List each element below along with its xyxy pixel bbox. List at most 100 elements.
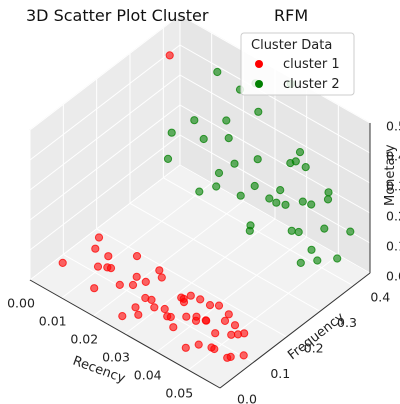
data-point-cluster-1 [211, 329, 220, 338]
data-point-cluster-2 [313, 256, 322, 265]
grid-line-z [179, 134, 371, 244]
data-point-cluster-2 [265, 194, 274, 203]
data-point-cluster-2 [307, 200, 316, 209]
data-point-cluster-2 [214, 168, 224, 178]
legend-label-cluster-1: cluster 1 [283, 57, 340, 72]
grid-line-z [29, 14, 181, 131]
data-point-cluster-1 [224, 310, 233, 319]
y-tick-label: 0.1 [270, 366, 290, 381]
grid-line-z [179, 74, 371, 184]
data-point-cluster-1 [160, 304, 169, 314]
grid-line-x [156, 236, 307, 353]
data-point-cluster-2 [195, 187, 204, 196]
legend-title: Cluster Data [251, 38, 332, 53]
data-point-cluster-1 [155, 266, 164, 275]
data-point-cluster-1 [169, 323, 178, 332]
data-point-cluster-1 [104, 252, 113, 261]
data-point-cluster-2 [213, 67, 222, 77]
chart-title: 3D Scatter Plot Cluster [26, 6, 209, 25]
grid-line-y [96, 228, 287, 338]
data-point-cluster-2 [287, 226, 296, 235]
data-point-cluster-2 [291, 157, 300, 166]
grid-line-z [29, 74, 181, 191]
x-tick-label: 0.01 [39, 314, 67, 329]
z-tick-label: 0.3 [386, 179, 400, 194]
data-point-cluster-1 [106, 264, 116, 273]
data-point-cluster-2 [246, 221, 255, 230]
data-point-cluster-1 [128, 280, 138, 290]
y-tick-label: 0.3 [337, 315, 357, 330]
data-point-cluster-1 [230, 321, 240, 330]
legend-box [240, 32, 355, 96]
data-point-cluster-2 [230, 159, 239, 168]
data-point-cluster-2 [301, 163, 310, 172]
legend: Cluster Data cluster 1 cluster 2 [240, 32, 355, 96]
data-point-cluster-2 [320, 224, 329, 233]
data-point-cluster-1 [118, 312, 127, 321]
data-point-cluster-1 [132, 272, 141, 281]
data-point-cluster-1 [90, 284, 99, 293]
data-point-cluster-2 [272, 198, 281, 207]
data-point-cluster-1 [179, 294, 188, 303]
data-point-cluster-2 [294, 227, 303, 237]
z-tick-label: 0.0 [386, 269, 400, 284]
legend-marker-cluster-2 [255, 80, 263, 88]
data-point-cluster-2 [224, 134, 233, 143]
data-point-cluster-1 [166, 312, 175, 322]
data-point-cluster-1 [223, 353, 232, 362]
x-tick-label: 0.03 [102, 350, 130, 365]
grid-line-z [29, 164, 181, 281]
data-point-cluster-2 [298, 197, 307, 206]
data-point-cluster-1 [191, 316, 201, 325]
data-point-cluster-2 [212, 182, 221, 191]
data-point-cluster-2 [276, 186, 285, 195]
data-point-cluster-2 [281, 200, 290, 209]
data-point-cluster-1 [227, 330, 236, 339]
legend-marker-cluster-1 [255, 60, 263, 68]
scatter-points [58, 51, 355, 362]
legend-label-cluster-2: cluster 2 [283, 77, 340, 92]
data-point-cluster-1 [131, 303, 140, 312]
data-point-cluster-2 [236, 191, 245, 200]
tick-labels: 0.000.010.020.030.040.050.060.00.10.20.3… [7, 119, 400, 404]
data-point-cluster-1 [196, 295, 205, 304]
data-point-cluster-1 [201, 316, 210, 325]
data-point-cluster-2 [307, 245, 316, 254]
y-tick-label: 0.4 [370, 289, 390, 304]
data-point-cluster-1 [115, 280, 124, 289]
data-point-cluster-2 [253, 155, 262, 164]
grid-line-y [129, 202, 321, 312]
data-point-cluster-2 [254, 107, 263, 116]
data-point-cluster-2 [333, 254, 342, 263]
data-point-cluster-1 [239, 351, 248, 360]
y-tick-label: 0.2 [304, 340, 324, 355]
z-tick-label: 0.5 [386, 119, 400, 134]
data-point-cluster-2 [190, 116, 199, 125]
grid-line-z [29, 44, 181, 161]
data-point-cluster-1 [132, 252, 142, 261]
data-point-cluster-1 [94, 233, 104, 242]
data-point-cluster-1 [93, 262, 103, 271]
data-point-cluster-1 [165, 51, 174, 60]
grid-line-z [179, 44, 371, 154]
y-axis-line [219, 272, 371, 389]
data-point-cluster-1 [181, 343, 190, 352]
x-axis-line [29, 279, 221, 389]
data-point-cluster-1 [91, 244, 100, 253]
z-tick-label: 0.2 [386, 209, 400, 224]
x-tick-label: 0.00 [7, 296, 35, 311]
data-point-cluster-2 [346, 227, 355, 236]
data-point-cluster-1 [150, 303, 159, 312]
x-tick-label: 0.04 [134, 368, 162, 383]
chart-title-suffix: RFM [274, 6, 308, 25]
grid-line-x [93, 200, 244, 317]
data-point-cluster-1 [214, 301, 224, 310]
data-point-cluster-1 [141, 277, 150, 286]
data-point-cluster-2 [296, 258, 305, 267]
data-point-cluster-1 [194, 340, 203, 349]
grid-line-z [29, 134, 181, 251]
data-point-cluster-2 [199, 134, 208, 144]
x-tick-label: 0.05 [165, 386, 193, 401]
data-point-cluster-2 [163, 154, 173, 163]
